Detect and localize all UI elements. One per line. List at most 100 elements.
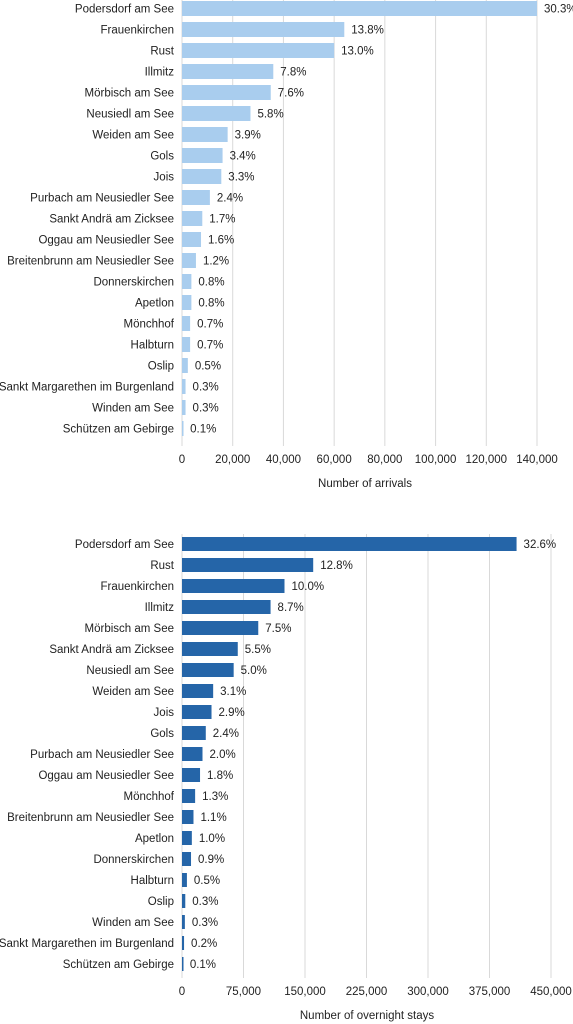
- arrivals-bar: [182, 379, 186, 394]
- arrivals-bar: [182, 1, 537, 16]
- arrivals-data-label: 1.2%: [203, 256, 229, 268]
- arrivals-data-label: 3.9%: [235, 130, 261, 142]
- overnight-data-label: 0.5%: [194, 875, 220, 887]
- overnight-data-label: 2.9%: [219, 707, 245, 719]
- overnight-category-label: Oggau am Neusiedler See: [38, 770, 174, 782]
- arrivals-data-label: 13.8%: [351, 25, 384, 37]
- overnight-x-tick-labels: 0 75,000 150,000 225,000 300,000 375,000 450,0…: [179, 986, 572, 998]
- overnight-category-label: Weiden am See: [92, 686, 174, 698]
- arrivals-data-label: 13.0%: [341, 46, 374, 58]
- arrivals-bar: [182, 211, 203, 226]
- arrivals-x-tick-label: 40,000: [266, 454, 301, 466]
- arrivals-bar: [182, 43, 335, 58]
- overnight-x-tick-label: 300,000: [407, 986, 449, 998]
- overnight-category-label: Podersdorf am See: [75, 539, 174, 551]
- overnight-category-label: Sankt Margarethen im Burgenland: [0, 938, 174, 950]
- overnight-data-label: 1.8%: [207, 770, 233, 782]
- overnight-bars: [182, 537, 517, 971]
- arrivals-category-label: Halbturn: [131, 340, 174, 352]
- arrivals-data-label: 0.7%: [197, 319, 223, 331]
- arrivals-category-label: Oslip: [148, 361, 174, 373]
- overnight-category-label: Purbach am Neusiedler See: [30, 749, 174, 761]
- arrivals-bar: [182, 400, 186, 415]
- arrivals-bar: [182, 421, 184, 436]
- arrivals-category-label: Jois: [154, 172, 175, 184]
- arrivals-bar: [182, 337, 191, 352]
- overnight-bar: [182, 894, 186, 908]
- arrivals-bar: [182, 148, 223, 163]
- overnight-bar: [182, 789, 196, 803]
- overnight-bar: [182, 852, 192, 866]
- overnight-x-axis-title: Number of overnight stays: [300, 1010, 434, 1022]
- overnight-data-label: 2.0%: [210, 749, 236, 761]
- arrivals-category-label: Mörbisch am See: [85, 88, 174, 100]
- arrivals-data-label: 3.4%: [230, 151, 256, 163]
- arrivals-data-label: 1.6%: [208, 235, 234, 247]
- overnight-data-label: 2.4%: [213, 728, 239, 740]
- overnight-data-label: 0.9%: [198, 854, 224, 866]
- overnight-category-label: Breitenbrunn am Neusiedler See: [7, 812, 174, 824]
- overnight-bar: [182, 621, 259, 635]
- overnight-category-label: Sankt Andrä am Zicksee: [49, 644, 174, 656]
- overnight-category-label: Halbturn: [131, 875, 174, 887]
- arrivals-data-labels: 30.3% 13.8% 13.0% 7.8% 7.6% 5.8% 3.9% 3.4% 3.3% 2…: [190, 4, 573, 436]
- overnight-stays-chart: Podersdorf am See Rust Frauenkirchen Illmit…: [0, 534, 572, 1022]
- overnight-category-label: Frauenkirchen: [100, 581, 174, 593]
- overnight-data-label: 12.8%: [320, 560, 353, 572]
- overnight-data-label: 1.1%: [200, 812, 226, 824]
- arrivals-data-label: 1.7%: [209, 214, 235, 226]
- arrivals-chart: Podersdorf am See Frauenkirchen Rust Illmit…: [0, 0, 573, 490]
- overnight-category-label: Mörbisch am See: [85, 623, 174, 635]
- arrivals-x-tick-label: 80,000: [367, 454, 402, 466]
- arrivals-bars: [182, 1, 537, 436]
- arrivals-x-axis-title: Number of arrivals: [318, 478, 412, 490]
- overnight-category-label: Jois: [154, 707, 175, 719]
- arrivals-data-label: 2.4%: [217, 193, 243, 205]
- arrivals-bar: [182, 232, 202, 247]
- arrivals-x-tick-label: 140,000: [516, 454, 558, 466]
- overnight-x-tick-label: 225,000: [346, 986, 388, 998]
- overnight-bar: [182, 600, 271, 614]
- overnight-data-label: 3.1%: [220, 686, 246, 698]
- overnight-bar: [182, 936, 185, 950]
- overnight-x-tick-label: 150,000: [284, 986, 326, 998]
- overnight-category-label: Donnerskirchen: [93, 854, 174, 866]
- arrivals-x-tick-label: 0: [179, 454, 185, 466]
- overnight-bar: [182, 684, 214, 698]
- arrivals-bar: [182, 316, 191, 331]
- overnight-data-labels: 32.6% 12.8% 10.0% 8.7% 7.5% 5.5% 5.0% 3.1% 2.9% 2…: [190, 539, 556, 971]
- overnight-category-labels: Podersdorf am See Rust Frauenkirchen Illmit…: [0, 539, 175, 971]
- arrivals-category-label: Gols: [150, 151, 174, 163]
- arrivals-category-label: Frauenkirchen: [100, 25, 174, 37]
- overnight-bar: [182, 642, 238, 656]
- arrivals-x-tick-labels: 0 20,000 40,000 60,000 80,000 100,000 120,000 1…: [179, 454, 558, 466]
- overnight-bar: [182, 768, 201, 782]
- arrivals-data-label: 5.8%: [257, 109, 283, 121]
- overnight-data-label: 8.7%: [278, 602, 304, 614]
- overnight-bar: [182, 831, 192, 845]
- overnight-bar: [182, 726, 206, 740]
- overnight-bar: [182, 915, 185, 929]
- overnight-data-label: 0.3%: [192, 917, 218, 929]
- arrivals-bar: [182, 106, 251, 121]
- overnight-data-label: 5.5%: [245, 644, 271, 656]
- overnight-bar: [182, 558, 314, 572]
- arrivals-category-label: Sankt Andrä am Zicksee: [49, 214, 174, 226]
- arrivals-bar: [182, 127, 228, 142]
- arrivals-category-label: Oggau am Neusiedler See: [38, 235, 174, 247]
- overnight-x-tick-label: 75,000: [226, 986, 261, 998]
- overnight-category-label: Oslip: [148, 896, 174, 908]
- arrivals-data-label: 3.3%: [228, 172, 254, 184]
- arrivals-category-label: Breitenbrunn am Neusiedler See: [7, 256, 174, 268]
- overnight-data-label: 1.3%: [202, 791, 228, 803]
- arrivals-category-label: Illmitz: [145, 67, 175, 79]
- overnight-x-tick-label: 0: [179, 986, 185, 998]
- arrivals-category-label: Rust: [150, 46, 174, 58]
- overnight-data-label: 5.0%: [241, 665, 267, 677]
- arrivals-data-label: 0.3%: [193, 382, 219, 394]
- arrivals-x-tick-label: 120,000: [465, 454, 507, 466]
- overnight-bar: [182, 705, 212, 719]
- overnight-category-label: Rust: [150, 560, 174, 572]
- overnight-bar: [182, 537, 517, 551]
- arrivals-bar: [182, 253, 196, 268]
